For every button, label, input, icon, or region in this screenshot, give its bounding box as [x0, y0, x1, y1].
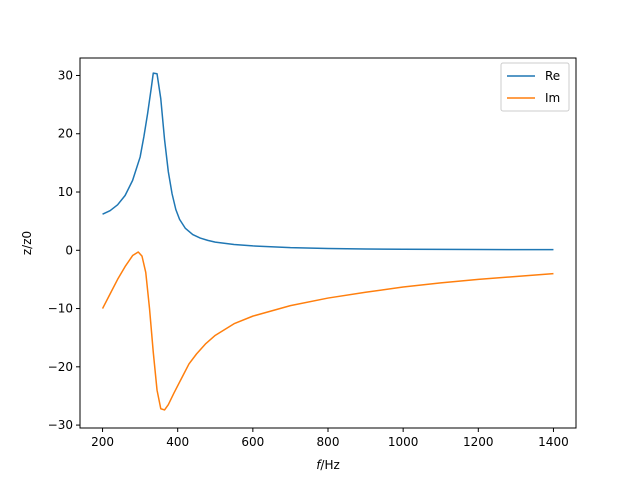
y-tick-label: 0 — [65, 243, 73, 257]
series-line-im — [101, 251, 554, 411]
y-tick-label: 10 — [58, 185, 73, 199]
legend-label-re: Re — [545, 69, 560, 83]
x-axis-label: f/Hz — [316, 458, 340, 472]
x-axis-label-symbol: f — [316, 458, 322, 472]
y-tick-label: −30 — [48, 418, 73, 432]
x-tick-label: 600 — [241, 435, 264, 449]
x-tick-label: 1400 — [538, 435, 569, 449]
x-tick-label: 1200 — [463, 435, 494, 449]
x-axis: 200 400 600 800 1000 1200 1400 — [91, 428, 569, 449]
legend-box — [500, 62, 570, 112]
x-axis-label-unit: /Hz — [320, 458, 339, 472]
legend: Re Im — [500, 62, 570, 112]
x-tick-label: 1000 — [388, 435, 419, 449]
y-tick-label: −20 — [48, 360, 73, 374]
x-tick-label: 800 — [317, 435, 340, 449]
x-tick-label: 400 — [166, 435, 189, 449]
plot-lines — [101, 72, 554, 411]
y-tick-label: 20 — [58, 127, 73, 141]
series-line-re — [102, 72, 554, 251]
y-axis: −30 −20 −10 0 10 20 30 — [48, 68, 80, 432]
y-tick-label: −10 — [48, 302, 73, 316]
y-tick-label: 30 — [58, 68, 73, 82]
legend-label-im: Im — [545, 91, 560, 105]
y-axis-label: z/z0 — [20, 231, 34, 255]
x-tick-label: 200 — [91, 435, 114, 449]
